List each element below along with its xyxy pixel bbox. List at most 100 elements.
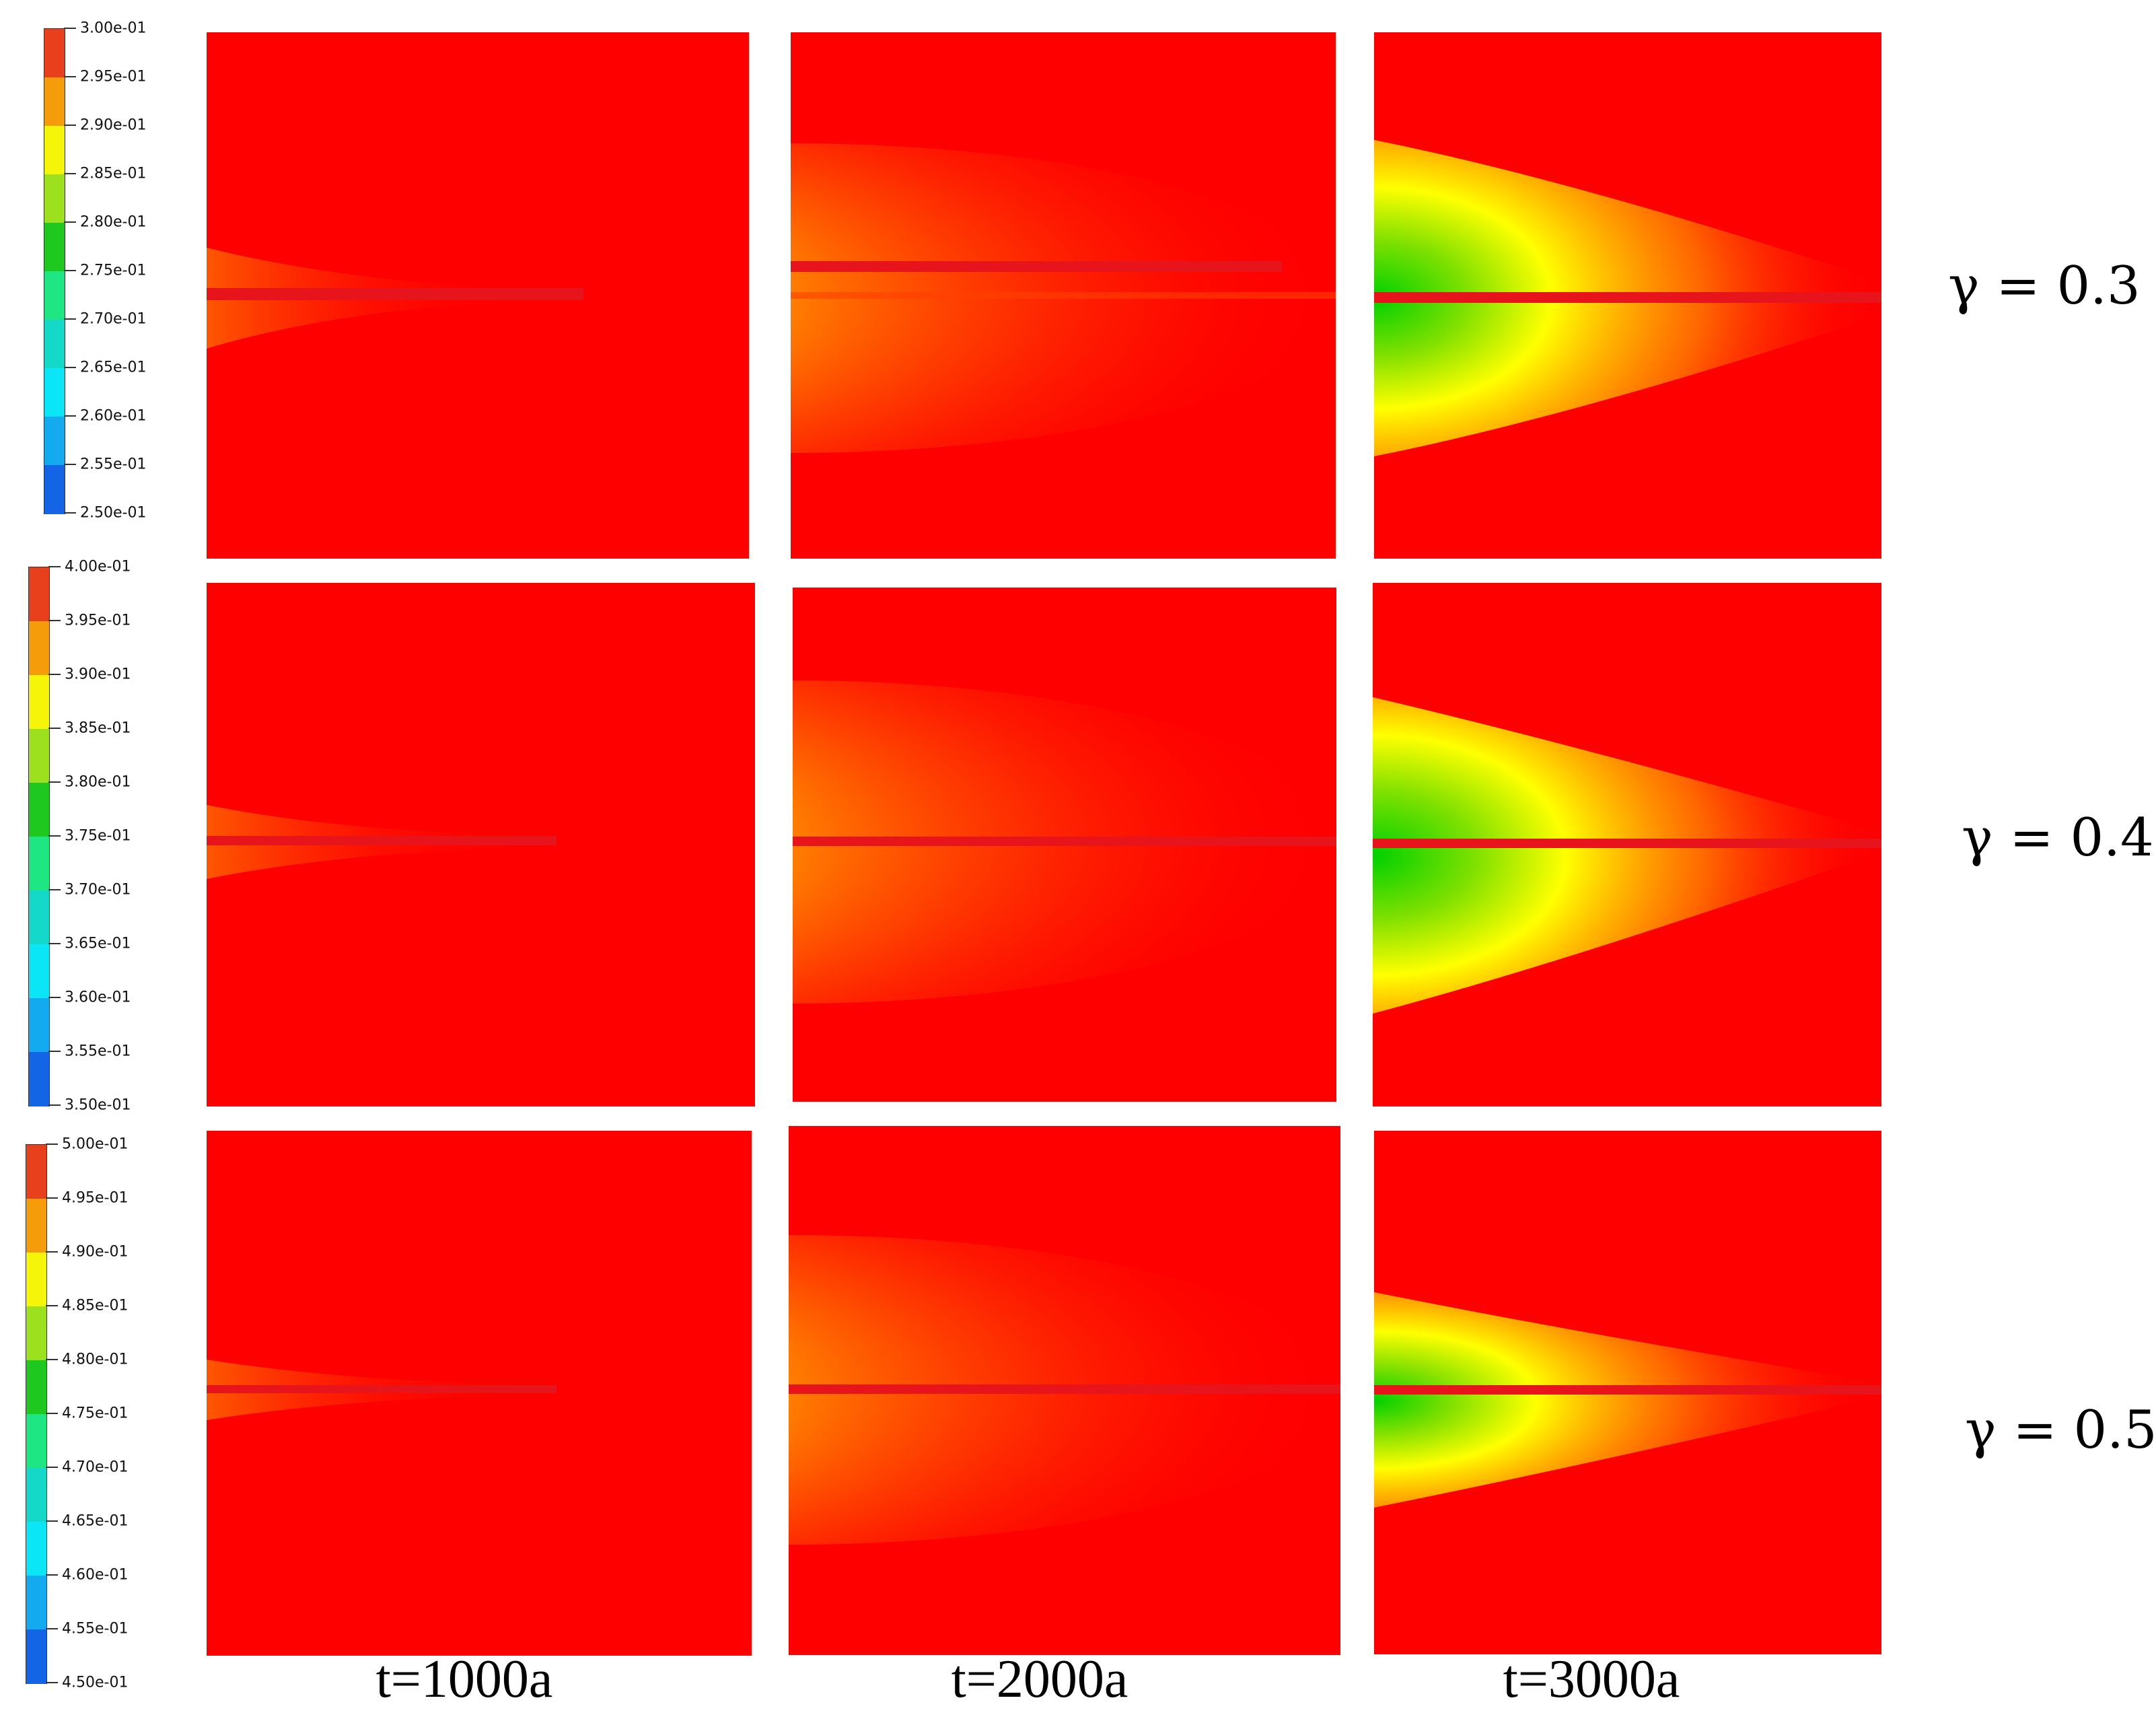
colorbar-tick-label: 4.80e-01: [62, 1351, 129, 1368]
colorbar-band: [26, 1360, 46, 1415]
colorbar-tick-label: 3.80e-01: [65, 773, 131, 791]
colorbar-band: [44, 29, 65, 78]
colorbar-band: [44, 320, 65, 369]
plume-plot: [1374, 1292, 1881, 1508]
colorbar-tick-label: 4.55e-01: [62, 1620, 129, 1638]
colorbar-tick-label: 3.00e-01: [80, 20, 147, 37]
colorbar-tick: [48, 889, 61, 890]
colorbar-band: [26, 1414, 46, 1469]
colorbar-band: [44, 223, 65, 272]
colorbar-band: [29, 1052, 49, 1106]
colorbar-tick-label: 3.50e-01: [65, 1096, 131, 1114]
colorbar-band: [44, 271, 65, 320]
contour-panel-r2-c3: [1373, 583, 1881, 1106]
plume-plot: [1373, 697, 1881, 1014]
contour-panel-r2-c1: [207, 583, 755, 1106]
colorbar-band: [44, 126, 65, 175]
colorbar-band: [44, 368, 65, 417]
colorbar-band: [29, 837, 49, 891]
colorbar-row-3: [26, 1144, 47, 1684]
colorbar-tick: [48, 674, 61, 675]
colorbar-tick-label: 2.70e-01: [80, 310, 147, 328]
contour-panel-r3-c2: [789, 1126, 1340, 1655]
colorbar-tick: [46, 1574, 58, 1576]
colorbar-tick: [64, 173, 76, 174]
plume-plot: [1374, 140, 1881, 456]
colorbar-band: [29, 783, 49, 837]
colorbar-tick-label: 3.65e-01: [65, 935, 131, 952]
colorbar-tick: [64, 221, 76, 223]
contour-panel-r2-c2: [793, 588, 1336, 1102]
colorbar-tick-label: 2.80e-01: [80, 213, 147, 231]
colorbar-tick: [48, 835, 61, 837]
contour-panel-r3-c3: [1374, 1131, 1881, 1654]
colorbar-tick: [46, 1413, 58, 1414]
gamma-label-row-3: γ = 0.5: [1965, 1400, 2156, 1461]
colorbar-tick-label: 4.85e-01: [62, 1297, 129, 1314]
time-label-col-3: t=3000a: [1503, 1650, 1680, 1709]
colorbar-tick-label: 4.75e-01: [62, 1405, 129, 1422]
colorbar-tick: [64, 367, 76, 368]
colorbar-tick: [48, 997, 61, 998]
plume-plot: [207, 805, 556, 879]
colorbar-band: [29, 998, 49, 1053]
colorbar-tick-label: 3.55e-01: [65, 1043, 131, 1060]
colorbar-tick-label: 3.85e-01: [65, 719, 131, 737]
colorbar-tick-label: 2.75e-01: [80, 262, 147, 279]
colorbar-band: [26, 1468, 46, 1522]
colorbar-tick-label: 4.60e-01: [62, 1566, 129, 1584]
colorbar-tick: [46, 1682, 58, 1683]
time-label-col-2: t=2000a: [951, 1650, 1128, 1709]
time-label-col-1: t=1000a: [375, 1650, 553, 1709]
colorbar-band: [26, 1306, 46, 1361]
colorbar-tick-label: 4.50e-01: [62, 1674, 129, 1691]
colorbar-tick-label: 2.60e-01: [80, 407, 147, 425]
colorbar-tick: [48, 566, 61, 567]
colorbar-band: [29, 729, 49, 783]
colorbar-band: [26, 1522, 46, 1576]
colorbar-row-1: [44, 28, 65, 514]
colorbar-tick: [64, 415, 76, 417]
colorbar-band: [44, 465, 65, 514]
colorbar-tick: [46, 1305, 58, 1306]
colorbar-band: [44, 174, 65, 223]
colorbar-tick-label: 3.70e-01: [65, 881, 131, 899]
colorbar-tick-label: 3.75e-01: [65, 827, 131, 845]
colorbar-tick-label: 4.70e-01: [62, 1458, 129, 1476]
contour-panel-r3-c1: [207, 1131, 752, 1656]
colorbar-tick-label: 3.60e-01: [65, 989, 131, 1006]
colorbar-band: [44, 417, 65, 466]
colorbar-tick: [64, 76, 76, 77]
colorbar-tick: [46, 1628, 58, 1629]
gamma-label-row-2: γ = 0.4: [1962, 808, 2154, 868]
plume-plot: [789, 1235, 1340, 1545]
colorbar-band: [29, 890, 49, 945]
colorbar-tick-label: 4.65e-01: [62, 1512, 129, 1530]
plume-plot: [207, 248, 583, 349]
plume-plot: [793, 680, 1336, 1004]
colorbar-tick: [46, 1251, 58, 1253]
colorbar-tick: [46, 1197, 58, 1199]
colorbar-tick-label: 3.90e-01: [65, 666, 131, 683]
colorbar-tick: [64, 318, 76, 320]
colorbar-tick: [46, 1467, 58, 1468]
colorbar-tick-label: 4.00e-01: [65, 558, 131, 575]
colorbar-band: [29, 944, 49, 999]
colorbar-tick: [48, 781, 61, 783]
colorbar-tick: [46, 1520, 58, 1522]
colorbar-band: [44, 77, 65, 127]
colorbar-tick-label: 4.90e-01: [62, 1243, 129, 1261]
colorbar-tick: [64, 464, 76, 465]
colorbar-band: [29, 567, 49, 622]
contour-panel-r1-c1: [207, 32, 749, 559]
colorbar-band: [26, 1199, 46, 1253]
colorbar-tick: [64, 28, 76, 29]
colorbar-tick: [48, 943, 61, 944]
colorbar-tick: [64, 270, 76, 271]
colorbar-tick: [64, 512, 76, 514]
colorbar-tick: [48, 1051, 61, 1052]
colorbar-row-2: [28, 567, 50, 1106]
colorbar-tick: [48, 620, 61, 621]
colorbar-band: [26, 1629, 46, 1684]
colorbar-tick: [48, 1104, 61, 1106]
